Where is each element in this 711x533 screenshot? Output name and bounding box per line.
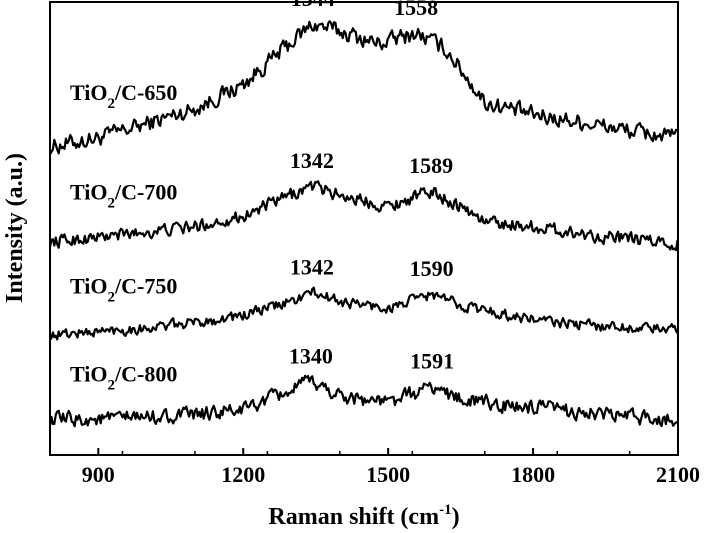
- peak-label: 1558: [394, 0, 438, 20]
- y-axis-title: Intensity (a.u.): [2, 153, 28, 303]
- plot-area: [48, 20, 679, 428]
- x-tick-label: 900: [82, 462, 115, 487]
- series-label: TiO2/C-800: [70, 361, 177, 393]
- series-line: [48, 180, 679, 252]
- x-tick-label: 1200: [221, 462, 265, 487]
- x-tick-label: 2100: [656, 462, 700, 487]
- peak-label: 1591: [410, 349, 454, 374]
- series-label: TiO2/C-750: [70, 274, 177, 306]
- peak-label: 1589: [409, 153, 453, 178]
- series-line: [48, 374, 678, 428]
- series-line: [49, 20, 678, 155]
- plot-frame: [49, 1, 679, 456]
- series-label: TiO2/C-650: [70, 80, 177, 112]
- x-axis-title: Raman shift (cm-1): [268, 502, 459, 530]
- peak-label: 1590: [410, 256, 454, 281]
- series-labels: TiO2/C-650 1344 1558 TiO2/C-700 1342 1589 TiO2…: [70, 0, 454, 393]
- x-tick-label: 1500: [366, 462, 410, 487]
- x-axis-ticks: 900 1200 1500 1800 2100: [49, 448, 700, 487]
- x-tick-label: 1800: [511, 462, 555, 487]
- series-line: [49, 286, 679, 341]
- peak-label: 1344: [291, 0, 335, 11]
- peak-label: 1340: [289, 343, 333, 368]
- peak-label: 1342: [290, 254, 334, 279]
- series-label: TiO2/C-700: [70, 179, 177, 211]
- peak-label: 1342: [290, 148, 334, 173]
